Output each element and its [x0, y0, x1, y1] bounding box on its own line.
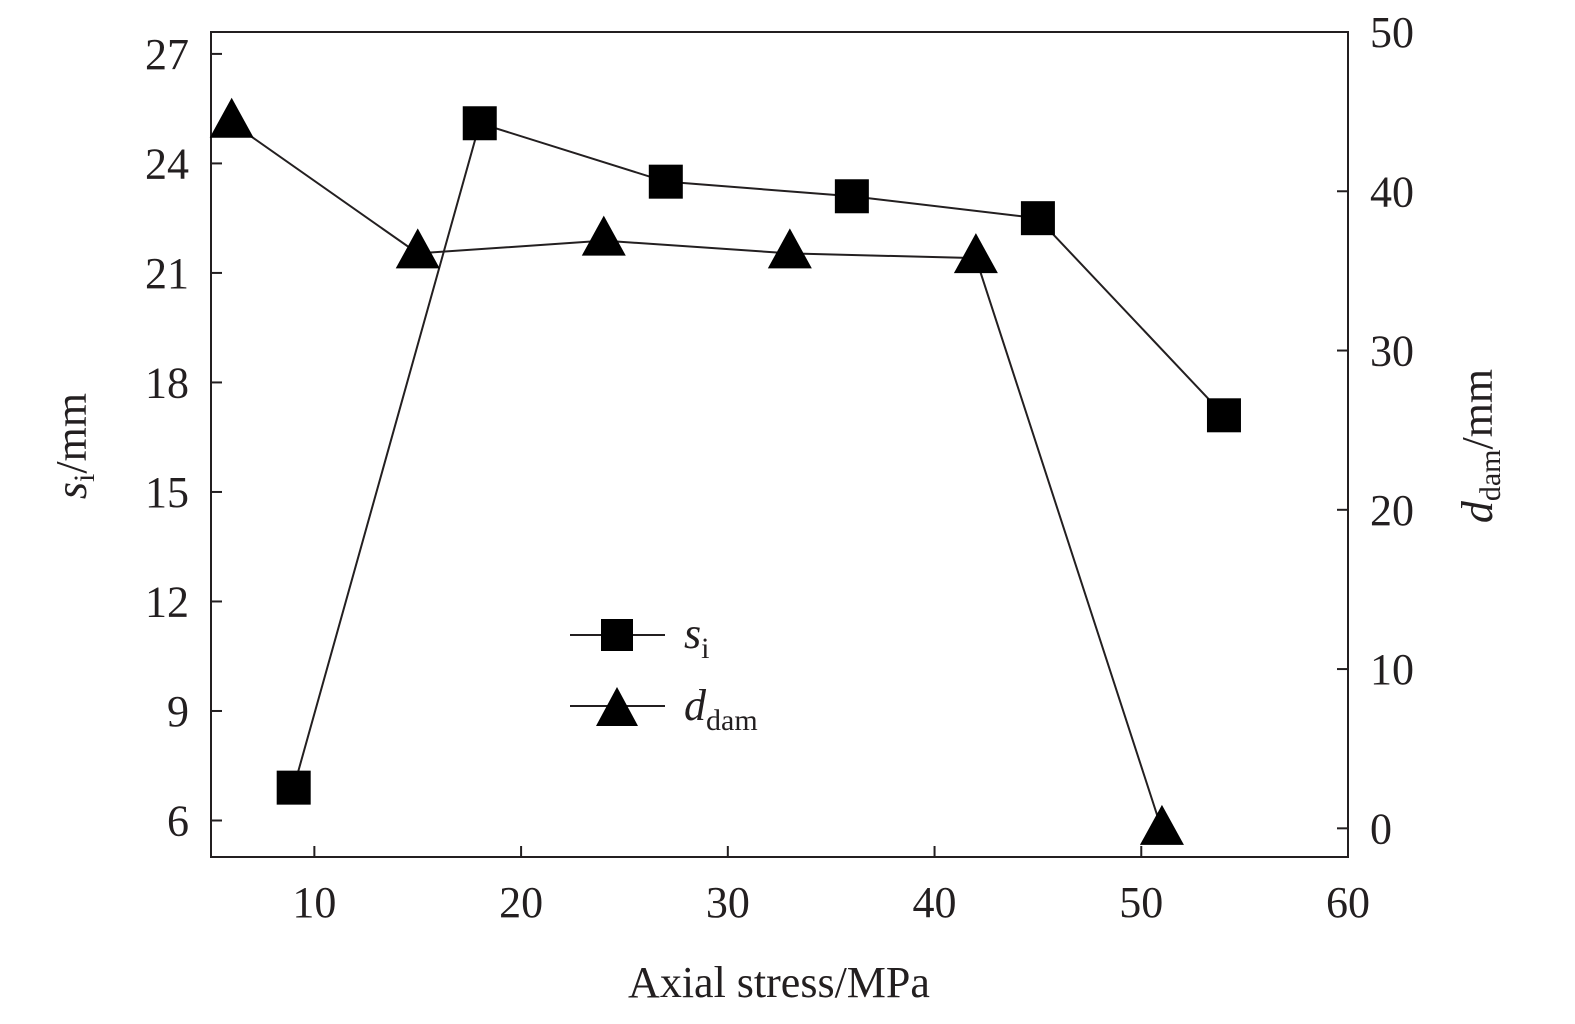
data-point-si	[834, 179, 869, 214]
x-tick-label: 60	[1326, 878, 1370, 927]
data-point-ddam	[767, 228, 812, 269]
y2-axis-title-sub: dam	[1474, 450, 1507, 502]
legend-label-si: si	[684, 609, 709, 665]
y-axis-title-main: s	[47, 482, 96, 499]
legend-marker-square	[601, 619, 633, 651]
legend-label-si-sub: i	[701, 632, 709, 665]
y-tick-label: 27	[145, 30, 189, 79]
y-tick-label: 6	[167, 796, 189, 845]
y-tick-label: 9	[167, 687, 189, 736]
y-axis-title-sub: i	[68, 474, 101, 482]
legend-label-ddam-main: d	[684, 681, 707, 730]
data-point-si	[1206, 398, 1241, 433]
legend-label-ddam: ddam	[684, 681, 758, 737]
y2-axis-title: ddam/mm	[1453, 369, 1507, 523]
y-axis-title-unit: /mm	[47, 393, 96, 474]
y-tick-label: 12	[145, 577, 189, 626]
plot-frame	[210, 31, 1349, 858]
y2-axis-title-unit: /mm	[1453, 369, 1502, 450]
y2-axis-title-main: d	[1453, 500, 1502, 523]
y2-tick-label: 20	[1370, 486, 1414, 535]
data-point-ddam	[1139, 804, 1184, 845]
y-tick-label: 18	[145, 358, 189, 407]
x-tick-label: 10	[292, 878, 336, 927]
legend-marker-triangle	[596, 687, 638, 726]
x-tick-label: 50	[1119, 878, 1163, 927]
y-tick-label: 21	[145, 249, 189, 298]
y-tick-label: 24	[145, 139, 189, 188]
legend: si ddam	[570, 609, 758, 737]
legend-label-si-main: s	[684, 609, 701, 658]
y2-tick-label: 0	[1370, 804, 1392, 853]
data-point-ddam	[209, 97, 254, 138]
y2-tick-label: 30	[1370, 327, 1414, 376]
data-point-si	[276, 770, 311, 805]
data-point-si	[1020, 201, 1055, 236]
x-tick-label: 30	[706, 878, 750, 927]
x-tick-label: 40	[913, 878, 957, 927]
legend-label-ddam-sub: dam	[706, 704, 758, 737]
axes	[210, 31, 1349, 858]
x-tick-label: 20	[499, 878, 543, 927]
data-point-ddam	[395, 228, 440, 269]
x-axis-title: Axial stress/MPa	[628, 958, 930, 1007]
data-point-ddam	[581, 215, 626, 256]
y-tick-label: 15	[145, 468, 189, 517]
data-point-si	[462, 106, 497, 141]
y2-tick-label: 10	[1370, 645, 1414, 694]
data-point-si	[648, 164, 683, 199]
series-line-si	[292, 121, 1225, 788]
ticks: 10 20 30 40 50 60 6 9 12 15 18 21 24 27 0 10 20 30 40 50	[145, 8, 1414, 927]
series-group	[209, 97, 1241, 845]
series-line-ddam	[231, 121, 1163, 831]
y2-tick-label: 40	[1370, 167, 1414, 216]
data-point-ddam	[953, 233, 998, 274]
y2-tick-label: 50	[1370, 8, 1414, 57]
y-axis-title: si/mm	[47, 393, 101, 499]
